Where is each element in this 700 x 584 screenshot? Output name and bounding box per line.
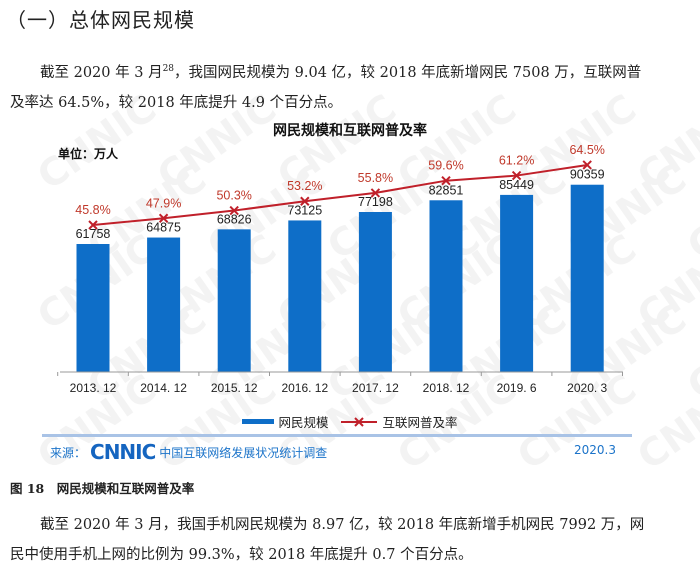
- mobile-paragraph: 截至 2020 年 3 月，我国手机网民规模为 8.97 亿，较 2018 年底…: [10, 510, 690, 570]
- section-heading: （一）总体网民规模: [6, 8, 195, 32]
- x-tick-label: 2019. 6: [497, 381, 537, 395]
- source-label: 来源：: [50, 445, 87, 460]
- figure-caption: 图 18 网民规模和互联网普及率: [10, 481, 195, 496]
- legend-item-users: 网民规模: [242, 412, 329, 431]
- legend-label: 互联网普及率: [382, 415, 458, 430]
- rate-value-label: 45.8%: [75, 203, 110, 217]
- x-tick-label: 2017. 12: [352, 381, 399, 395]
- bar: [358, 211, 392, 372]
- text: 及率达 64.5%，较 2018 年底提升 4.9 个百分点。: [10, 94, 343, 111]
- bar: [147, 237, 181, 372]
- intro-paragraph: 截至 2020 年 3 月28，我国网民规模为 9.04 亿，较 2018 年底…: [10, 54, 690, 118]
- bar: [500, 194, 534, 372]
- source-text: 中国互联网络发展状况统计调查: [159, 445, 328, 460]
- rate-line: [92, 163, 588, 226]
- rate-value-label: 55.8%: [358, 171, 393, 185]
- rate-value-label: 64.5%: [569, 143, 604, 157]
- rate-point-marker: [370, 188, 381, 198]
- rate-point-marker: [158, 213, 169, 223]
- legend-item-rate: 互联网普及率: [339, 412, 458, 431]
- bar-value-label: 73125: [287, 203, 322, 217]
- x-tick-label: 2015. 12: [211, 381, 258, 395]
- bar: [288, 220, 322, 372]
- bar-value-label: 90359: [570, 168, 605, 182]
- x-tick-label: 2013. 12: [70, 381, 117, 395]
- legend-label: 网民规模: [278, 415, 329, 430]
- text: 截至 2020 年 3 月，我国手机网民规模为 8.97 亿，较 2018 年底…: [40, 517, 645, 533]
- rate-value-label: 50.3%: [216, 189, 251, 203]
- cnnic-logo: CNNIC: [90, 440, 156, 464]
- bar-value-label: 82851: [429, 183, 464, 197]
- source-attribution: 来源： CNNIC 中国互联网络发展状况统计调查: [50, 440, 327, 464]
- bar-value-label: 68826: [217, 212, 252, 226]
- chart-legend: 网民规模 互联网普及率: [0, 412, 700, 431]
- bar-value-label: 85449: [499, 178, 534, 192]
- text: 截至 2020 年 3 月: [40, 64, 163, 81]
- legend-line-swatch: [340, 416, 377, 427]
- rate-value-label: 53.2%: [287, 179, 322, 193]
- rate-point-marker: [300, 196, 310, 206]
- unit-label: 单位：万人: [58, 147, 119, 161]
- bar: [76, 244, 110, 372]
- rate-point-marker: [229, 205, 239, 216]
- divider: [42, 434, 632, 437]
- x-tick-label: 2014. 12: [140, 381, 187, 395]
- rate-point-marker: [88, 220, 98, 230]
- bar: [429, 200, 463, 372]
- text: ，我国网民规模为 9.04 亿，较 2018 年底新增网民 7508 万，互联网…: [174, 64, 642, 81]
- x-tick-label: 2020. 3: [567, 381, 607, 395]
- rate-value-label: 59.6%: [428, 159, 463, 173]
- rate-value-label: 61.2%: [499, 154, 534, 168]
- chart-title: 网民规模和互联网普及率: [273, 123, 427, 139]
- rate-point-marker: [582, 160, 592, 170]
- bar: [570, 184, 604, 372]
- rate-value-label: 47.9%: [146, 196, 181, 210]
- bar-value-label: 64875: [146, 221, 181, 235]
- bar-value-label: 77198: [358, 195, 393, 209]
- bar: [217, 229, 251, 372]
- text: 民中使用手机上网的比例为 99.3%，较 2018 年底提升 0.7 个百分点。: [10, 547, 473, 563]
- x-tick-label: 2016. 12: [281, 381, 328, 395]
- source-date: 2020.3: [574, 443, 616, 457]
- legend-bar-swatch: [242, 419, 275, 424]
- footnote-ref[interactable]: 28: [162, 64, 175, 74]
- bar-value-label: 61758: [76, 227, 111, 241]
- x-tick-label: 2018. 12: [423, 381, 470, 395]
- rate-point-marker: [441, 175, 451, 186]
- rate-point-marker: [511, 170, 522, 181]
